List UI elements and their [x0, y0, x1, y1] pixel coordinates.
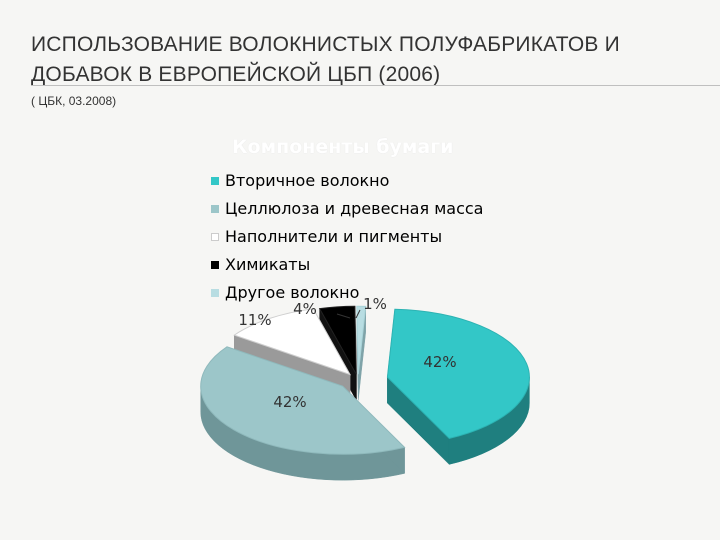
- legend-label: Наполнители и пигменты: [225, 227, 443, 246]
- legend-swatch: [211, 261, 219, 269]
- pie-slice-2: [233, 308, 352, 376]
- title-divider: [31, 85, 720, 86]
- legend-item-pulp: Целлюлоза и древесная масса: [211, 197, 483, 225]
- pie-slice-1: [200, 346, 406, 455]
- legend-item-recycled-fiber: Вторичное волокно: [211, 169, 483, 197]
- legend-label: Химикаты: [225, 255, 311, 274]
- slide-title: ИСПОЛЬЗОВАНИЕ ВОЛОКНИСТЫХ ПОЛУФАБРИКАТОВ…: [31, 30, 691, 90]
- legend-item-other-fiber: Другое волокно: [211, 281, 483, 309]
- data-label-4: 1%: [363, 295, 387, 313]
- slide-title-line-2: ДОБАВОК В ЕВРОПЕЙСКОЙ ЦБП (2006): [31, 63, 441, 86]
- chart-title: Компоненты бумаги: [232, 136, 454, 158]
- legend-item-fillers: Наполнители и пигменты: [211, 225, 483, 253]
- legend-label: Вторичное волокно: [225, 171, 390, 190]
- leader-line-other: [355, 309, 361, 319]
- slide-title-line-1: ИСПОЛЬЗОВАНИЕ ВОЛОКНИСТЫХ ПОЛУФАБРИКАТОВ…: [31, 33, 620, 56]
- chart-legend: Вторичное волокно Целлюлоза и древесная …: [211, 169, 483, 309]
- legend-swatch: [211, 177, 219, 185]
- pie-slice-3: [318, 305, 357, 375]
- data-label-3: 4%: [293, 300, 317, 318]
- legend-label: Другое волокно: [225, 283, 360, 302]
- pie-slice-4: [356, 305, 367, 375]
- legend-label: Целлюлоза и древесная масса: [225, 199, 484, 218]
- data-label-2: 11%: [238, 311, 271, 329]
- legend-swatch: [211, 205, 219, 213]
- legend-item-chemicals: Химикаты: [211, 253, 483, 281]
- leader-line-chemicals: [336, 313, 351, 319]
- data-label-1: 42%: [273, 393, 306, 411]
- pie-slice-0: [386, 308, 530, 439]
- legend-swatch: [211, 289, 219, 297]
- legend-swatch: [211, 233, 219, 241]
- data-label-0: 42%: [423, 353, 456, 371]
- slide-subtitle: ( ЦБК, 03.2008): [31, 94, 117, 108]
